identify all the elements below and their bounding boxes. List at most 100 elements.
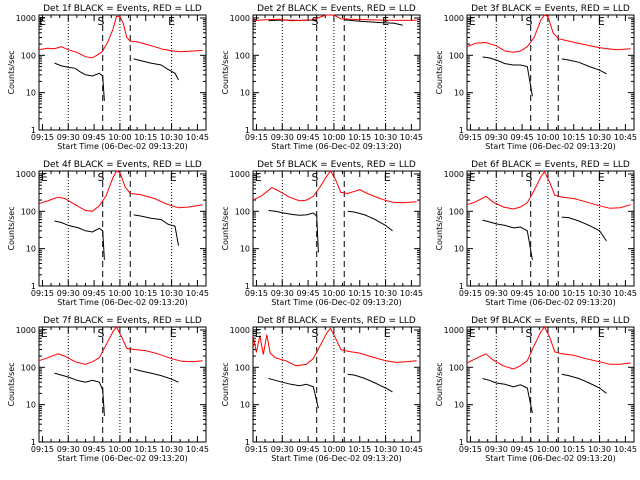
- panel-title: Det 9f BLACK = Events, RED = LLD: [471, 316, 630, 326]
- x-axis-label: Start Time (06-Dec-02 09:13:20): [271, 142, 402, 151]
- y-tick-label: 10: [240, 245, 250, 254]
- x-tick-label: 10:45: [400, 445, 423, 454]
- x-tick-label: 10:45: [400, 133, 423, 142]
- y-tick-label: 1: [31, 126, 36, 135]
- x-tick-label: 10:00: [322, 289, 345, 298]
- series-line-events: [344, 19, 403, 26]
- panel-title: Det 2f BLACK = Events, RED = LLD: [257, 4, 416, 14]
- marker-e: E: [598, 327, 605, 340]
- x-tick-label: 09:15: [245, 133, 268, 142]
- marker-e: E: [382, 15, 389, 28]
- y-tick-label: 1000: [444, 326, 464, 335]
- plot-frame: [252, 14, 421, 131]
- marker-e: E: [168, 15, 175, 28]
- x-tick-label: 09:45: [297, 445, 320, 454]
- y-tick-label: 100: [449, 207, 464, 216]
- x-tick-label: 10:45: [614, 289, 637, 298]
- marker-s: S: [525, 15, 532, 28]
- y-tick-label: 100: [21, 363, 36, 372]
- y-tick-label: 10: [454, 401, 464, 410]
- series-line-events: [561, 373, 607, 394]
- detector-panel-8: Det 8f BLACK = Events, RED = LLD 1 10 100 10…: [221, 316, 423, 463]
- y-tick-label: 100: [21, 51, 36, 60]
- x-tick-label: 10:30: [160, 289, 183, 298]
- x-tick-label: 10:00: [536, 445, 559, 454]
- y-tick-label: 100: [449, 363, 464, 372]
- y-tick-label: 1: [245, 282, 250, 291]
- y-axis-label: Counts/sec: [7, 206, 16, 250]
- panel-title: Det 5f BLACK = Events, RED = LLD: [257, 160, 416, 170]
- detector-panel-9: Det 9f BLACK = Events, RED = LLD 1 10 100 10…: [435, 316, 637, 463]
- x-tick-label: 10:00: [322, 445, 345, 454]
- y-tick-label: 10: [26, 401, 36, 410]
- series-line-events: [561, 216, 607, 242]
- plot-frame: [38, 326, 207, 443]
- marker-e: E: [598, 15, 605, 28]
- plot-frame: [38, 170, 207, 287]
- x-tick-label: 10:15: [348, 445, 371, 454]
- y-tick-label: 1000: [16, 326, 36, 335]
- detector-panel-3: Det 3f BLACK = Events, RED = LLD 1 10 100 10…: [435, 4, 637, 151]
- x-tick-label: 10:45: [614, 133, 637, 142]
- series-line-events: [561, 58, 607, 75]
- x-tick-label: 10:00: [108, 289, 131, 298]
- x-tick-label: 09:15: [31, 133, 54, 142]
- x-tick-label: 10:15: [134, 445, 157, 454]
- marker-e: E: [384, 171, 391, 184]
- detector-panel-7: Det 7f BLACK = Events, RED = LLD 1 10 100 10…: [7, 316, 209, 463]
- x-tick-label: 09:15: [459, 133, 482, 142]
- marker-e: E: [469, 171, 476, 184]
- x-tick-label: 09:30: [57, 133, 80, 142]
- marker-s: S: [311, 15, 318, 28]
- x-axis-label: Start Time (06-Dec-02 09:13:20): [485, 454, 616, 463]
- x-tick-label: 10:30: [374, 445, 397, 454]
- y-axis-label: Counts/sec: [221, 50, 230, 94]
- plot-frame: [252, 326, 421, 443]
- marker-e: E: [255, 171, 262, 184]
- marker-e: E: [598, 171, 605, 184]
- y-tick-label: 10: [240, 89, 250, 98]
- marker-e: E: [469, 327, 476, 340]
- y-tick-label: 1: [245, 126, 250, 135]
- marker-s: S: [97, 171, 104, 184]
- x-tick-label: 10:30: [160, 445, 183, 454]
- x-tick-label: 10:15: [348, 289, 371, 298]
- x-tick-label: 09:45: [297, 133, 320, 142]
- panel-title: Det 1f BLACK = Events, RED = LLD: [43, 4, 202, 14]
- series-line-events: [482, 378, 533, 414]
- x-tick-label: 10:30: [374, 289, 397, 298]
- x-axis-label: Start Time (06-Dec-02 09:13:20): [271, 454, 402, 463]
- x-axis-label: Start Time (06-Dec-02 09:13:20): [57, 142, 188, 151]
- y-axis-label: Counts/sec: [221, 362, 230, 406]
- marker-e: E: [469, 15, 476, 28]
- x-tick-label: 10:45: [186, 289, 209, 298]
- series-line-lld: [466, 170, 631, 210]
- y-axis-label: Counts/sec: [435, 50, 444, 94]
- x-tick-label: 10:45: [186, 445, 209, 454]
- x-tick-label: 10:30: [588, 133, 611, 142]
- marker-s: S: [97, 15, 104, 28]
- x-axis-label: Start Time (06-Dec-02 09:13:20): [485, 298, 616, 307]
- series-line-events: [133, 58, 179, 81]
- panel-title: Det 3f BLACK = Events, RED = LLD: [471, 4, 630, 14]
- x-tick-label: 09:45: [83, 289, 106, 298]
- plot-frame: [38, 14, 207, 131]
- x-tick-label: 09:45: [297, 289, 320, 298]
- y-tick-label: 1000: [230, 170, 250, 179]
- series-line-events: [54, 62, 105, 101]
- x-tick-label: 09:45: [83, 133, 106, 142]
- series-line-events: [54, 220, 105, 260]
- marker-s: S: [97, 327, 104, 340]
- panel-title: Det 6f BLACK = Events, RED = LLD: [471, 160, 630, 170]
- marker-s: S: [525, 171, 532, 184]
- x-tick-label: 09:30: [271, 289, 294, 298]
- y-tick-label: 1: [245, 438, 250, 447]
- y-tick-label: 100: [21, 207, 36, 216]
- y-axis-label: Counts/sec: [221, 206, 230, 250]
- x-tick-label: 10:00: [108, 445, 131, 454]
- x-axis-label: Start Time (06-Dec-02 09:13:20): [57, 454, 188, 463]
- series-line-events: [133, 368, 179, 383]
- x-tick-label: 10:45: [614, 445, 637, 454]
- marker-e: E: [170, 327, 177, 340]
